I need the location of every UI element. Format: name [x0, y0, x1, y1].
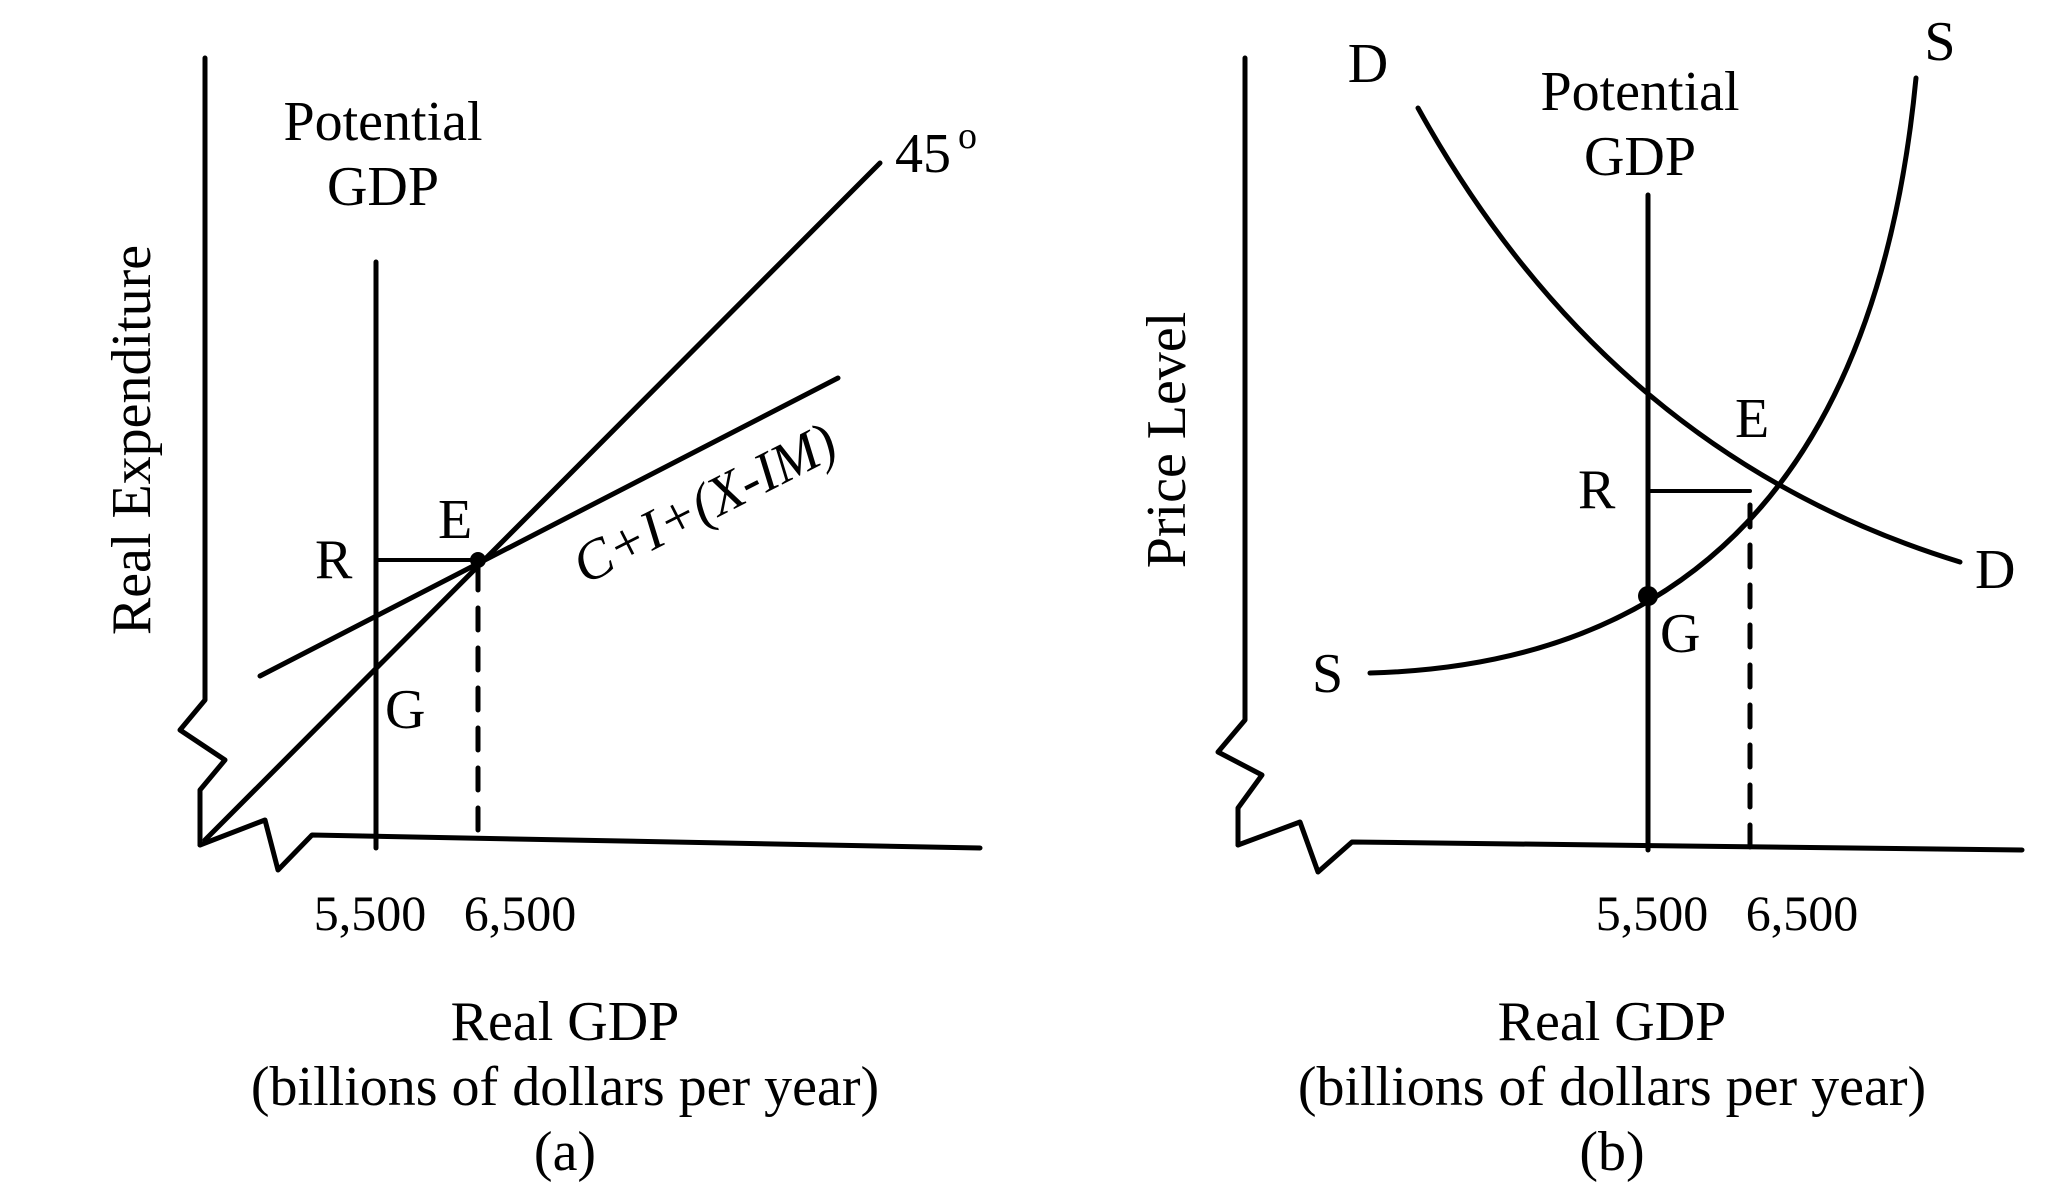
panel-a-tick-5500: 5,500 — [314, 885, 427, 941]
panel-b-label-g: G — [1660, 603, 1700, 665]
panel-b-label-s-left: S — [1312, 643, 1343, 705]
panel-b-label-s-top: S — [1924, 11, 1955, 73]
panel-a-y-axis — [177, 55, 228, 848]
panel-a-45-degree-line — [202, 160, 883, 843]
panel-b-x-axis-label-1: Real GDP — [1498, 991, 1727, 1053]
panel-a-label-r: R — [315, 529, 353, 591]
panel-b-tick-6500: 6,500 — [1746, 885, 1859, 941]
panel-a-label-e: E — [438, 489, 472, 551]
panel-b-label-r: R — [1578, 459, 1616, 521]
panel-a-label-g: G — [385, 679, 425, 741]
panel-a-x-axis-label-2: (billions of dollars per year) — [251, 1056, 879, 1118]
panel-a-potential-label-1: Potential — [283, 91, 482, 153]
panel-a-x-axis-label-1: Real GDP — [451, 991, 680, 1053]
panel-a-potential-label-2: GDP — [327, 156, 439, 218]
panel-a-y-axis-label: Real Expenditure — [101, 245, 163, 635]
panel-a-tick-6500: 6,500 — [464, 885, 577, 941]
panel-a-caption: (a) — [534, 1121, 596, 1183]
panel-b-label-d-right: D — [1975, 539, 2015, 601]
panel-b-demand-curve — [1415, 105, 1963, 565]
panel-a-degree-symbol: o — [958, 115, 977, 157]
panel-b-potential-label-1: Potential — [1540, 61, 1739, 123]
panel-b-potential-label-2: GDP — [1584, 126, 1696, 188]
panel-a-expenditure-line — [257, 375, 841, 679]
panel-a-45-label: 45 — [895, 123, 951, 185]
panel-b-tick-5500: 5,500 — [1596, 885, 1709, 941]
panel-a: Potential GDP 45 o Real Expenditure R E … — [101, 55, 983, 1183]
panel-b-caption: (b) — [1579, 1121, 1644, 1183]
panel-b-y-axis-label: Price Level — [1136, 312, 1198, 569]
panel-a-x-axis — [197, 817, 983, 873]
panel-b-point-g — [1638, 586, 1658, 606]
panel-b-x-axis-label-2: (billions of dollars per year) — [1298, 1056, 1926, 1118]
panel-b: D S Potential GDP Price Level E R D G S … — [1136, 11, 2025, 1183]
panel-a-point-e — [470, 552, 486, 568]
panel-b-label-e: E — [1735, 388, 1769, 450]
panel-b-x-axis — [1235, 819, 2025, 875]
panel-b-y-axis — [1215, 55, 1265, 848]
panel-b-label-d-top: D — [1348, 33, 1388, 95]
